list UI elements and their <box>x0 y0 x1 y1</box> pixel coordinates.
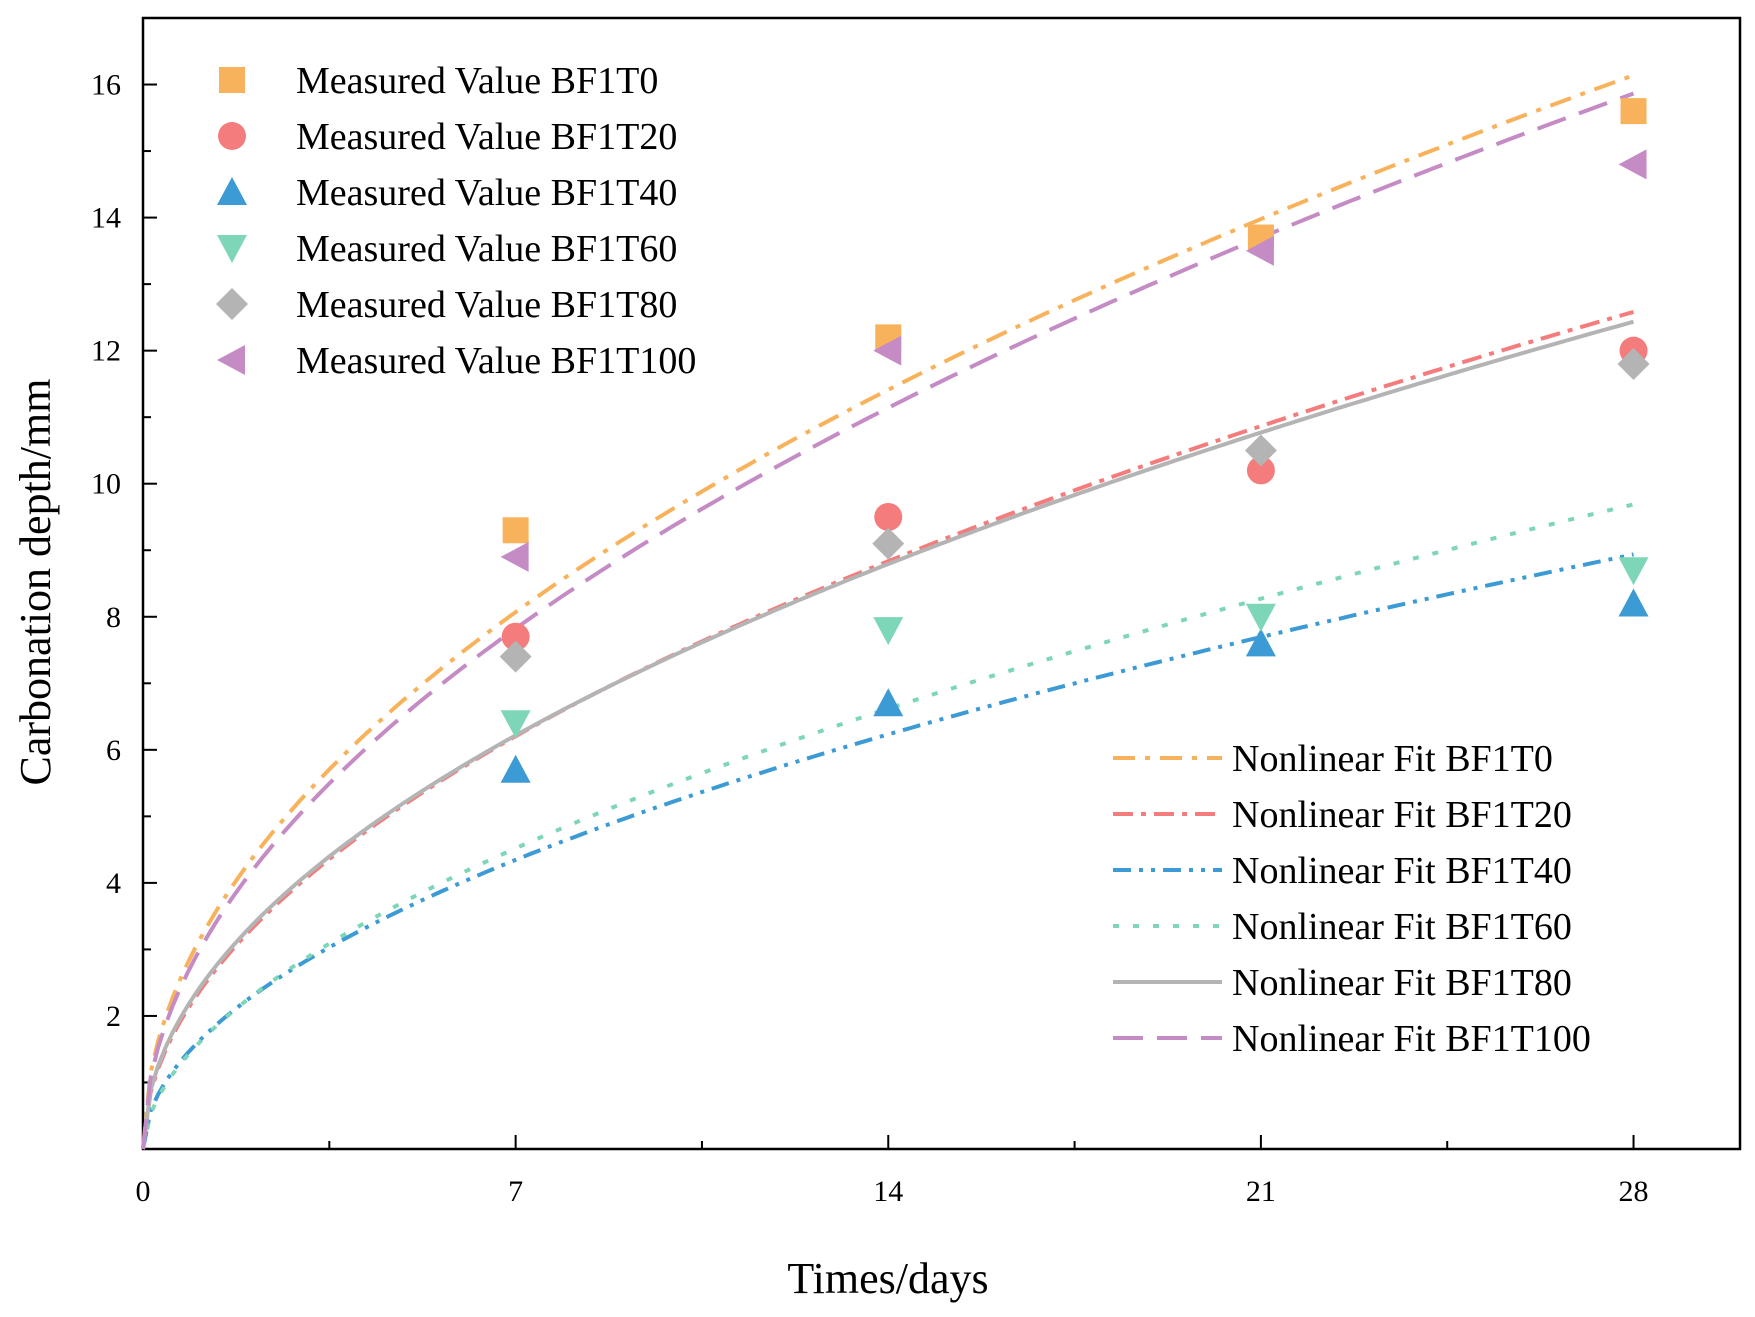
legend-label: Nonlinear Fit BF1T0 <box>1232 738 1553 780</box>
legend-label: Nonlinear Fit BF1T40 <box>1232 850 1572 892</box>
data-point <box>502 517 529 544</box>
legend-label: Measured Value BF1T0 <box>296 60 658 102</box>
y-tick-label: 12 <box>91 335 121 368</box>
data-point <box>874 502 903 531</box>
axis-ticks: 0 7 14 21 28 2 4 6 8 10 12 14 16 <box>91 69 1649 1208</box>
y-tick-label: 8 <box>106 601 121 634</box>
data-point <box>501 622 530 651</box>
y-tick-label: 10 <box>91 468 121 501</box>
fit-line <box>141 309 1635 1150</box>
data-point <box>500 541 529 572</box>
data-point <box>1620 98 1647 125</box>
legend-label: Nonlinear Fit BF1T60 <box>1232 906 1572 948</box>
data-point <box>873 335 902 366</box>
y-tick-label: 2 <box>106 1000 121 1033</box>
legend-label: Nonlinear Fit BF1T20 <box>1232 794 1572 836</box>
data-point <box>500 754 531 783</box>
x-axis-title: Times/days <box>787 1254 988 1303</box>
legend-marker <box>217 235 247 263</box>
legend-marker <box>219 67 245 93</box>
x-tick-label: 28 <box>1619 1175 1649 1208</box>
fit-line <box>141 73 1635 1150</box>
data-point <box>1618 149 1647 180</box>
fit-line <box>141 319 1635 1150</box>
data-point <box>1245 235 1274 266</box>
y-tick-label: 16 <box>91 69 121 102</box>
legend-label: Nonlinear Fit BF1T100 <box>1232 1018 1591 1060</box>
legend-label: Measured Value BF1T60 <box>296 228 677 270</box>
data-point <box>1244 434 1277 467</box>
data-point <box>1618 557 1649 586</box>
fit-line <box>141 91 1635 1150</box>
y-tick-label: 4 <box>106 867 121 900</box>
data-point <box>873 688 904 717</box>
legend-label: Measured Value BF1T40 <box>296 172 677 214</box>
legend-label: Measured Value BF1T80 <box>296 284 677 326</box>
data-point <box>1618 588 1649 617</box>
legend-marker <box>217 345 245 375</box>
x-tick-label: 7 <box>508 1175 523 1208</box>
y-axis-title: Carbonation depth/mm <box>11 379 60 786</box>
legend-measured: Measured Value BF1T0 Measured Value BF1T2… <box>216 60 696 382</box>
legend-label: Nonlinear Fit BF1T80 <box>1232 962 1572 1004</box>
legend-fit: Nonlinear Fit BF1T0 Nonlinear Fit BF1T20 N… <box>1113 738 1591 1060</box>
fit-curves <box>141 73 1635 1150</box>
y-tick-label: 6 <box>106 734 121 767</box>
plot-frame <box>141 16 1742 1151</box>
data-point <box>873 617 904 646</box>
data-point <box>499 640 532 673</box>
data-point <box>872 527 905 560</box>
data-point <box>1246 456 1275 485</box>
legend-label: Measured Value BF1T20 <box>296 116 677 158</box>
data-point <box>1245 628 1276 657</box>
fit-line <box>141 552 1634 1150</box>
data-point <box>1617 347 1650 380</box>
legend-marker <box>216 288 248 320</box>
x-tick-label: 0 <box>136 1175 151 1208</box>
x-tick-label: 14 <box>873 1175 903 1208</box>
data-point <box>1245 603 1276 632</box>
legend-marker <box>218 122 246 150</box>
x-tick-label: 21 <box>1246 1175 1276 1208</box>
legend-label: Measured Value BF1T100 <box>296 340 696 382</box>
y-tick-label: 14 <box>91 202 121 235</box>
measured-markers <box>499 98 1650 783</box>
legend-marker <box>217 177 247 205</box>
data-point <box>500 710 531 739</box>
